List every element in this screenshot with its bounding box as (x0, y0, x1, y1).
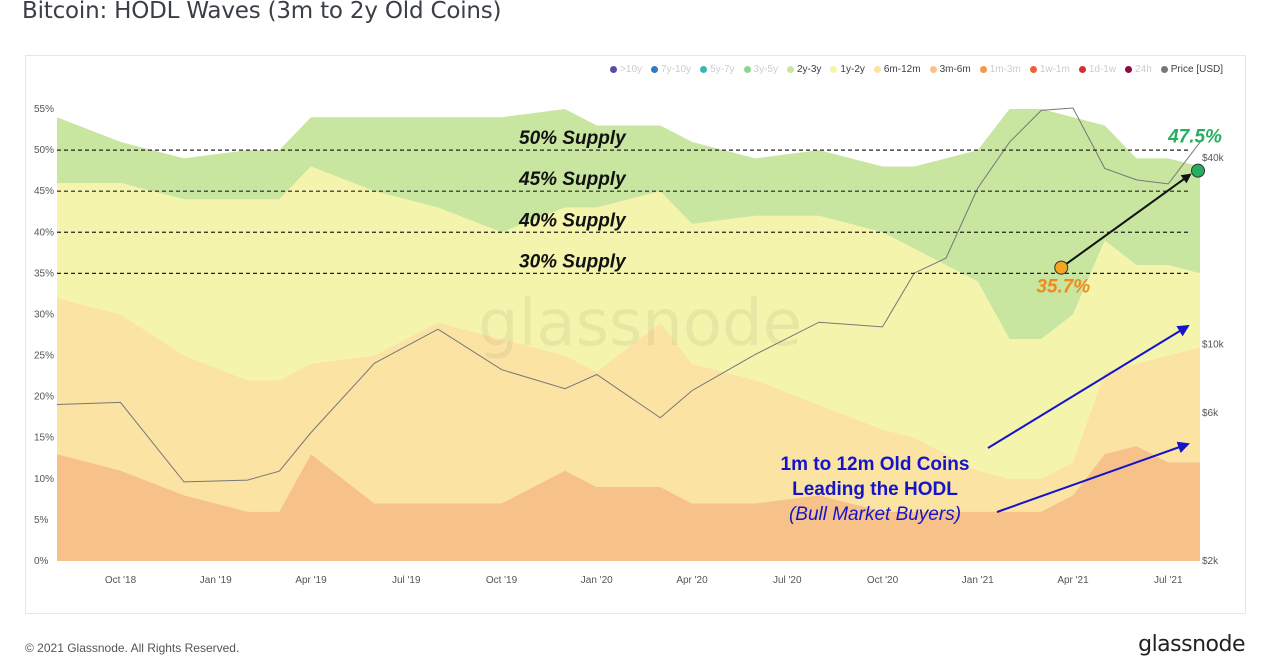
callout-label-start: 35.7% (1036, 277, 1090, 298)
legend-item-1y-2y[interactable]: 1y-2y (830, 64, 865, 75)
legend-label: 24h (1135, 64, 1152, 75)
area-band-1y-2y (57, 166, 1200, 479)
legend-dot-icon (1029, 66, 1037, 73)
x-tick-label: Apr '19 (295, 575, 327, 586)
x-tick-label: Jan '19 (200, 575, 232, 586)
brand-logo: glassnode (1138, 632, 1245, 657)
legend-item-7y-10y[interactable]: 7y-10y (651, 64, 691, 75)
legend-dot-icon (743, 66, 751, 73)
area-band-2y-3y (57, 109, 1200, 340)
y-tick-label: 25% (34, 351, 54, 362)
x-tick-label: Jul '20 (773, 575, 802, 586)
legend-label: 5y-7y (710, 64, 735, 75)
legend: >10y 7y-10y 5y-7y 3y-5y 2y-3y 1y-2y 6m-12m 3m-6… (610, 64, 1223, 75)
commentary-line3: (Bull Market Buyers) (789, 504, 961, 525)
y2-tick-label: $10k (1202, 339, 1225, 350)
legend-item-3y-5y[interactable]: 3y-5y (743, 64, 778, 75)
legend-item-5y-7y[interactable]: 5y-7y (700, 64, 735, 75)
y-tick-label: 5% (34, 515, 49, 526)
legend-dot-icon (786, 66, 794, 73)
legend-item-1w-1m[interactable]: 1w-1m (1029, 64, 1070, 75)
supply-label: 45% Supply (518, 169, 627, 190)
commentary-arrow-lower (996, 441, 1190, 513)
legend-label: Price [USD] (1170, 64, 1223, 75)
x-tick-label: Jan '20 (581, 575, 613, 586)
legend-dot-icon (1125, 66, 1133, 73)
legend-item-price-usd[interactable]: Price [USD] (1160, 64, 1223, 75)
legend-dot-icon (1078, 66, 1086, 73)
x-tick-label: Jan '21 (962, 575, 994, 586)
supply-label: 30% Supply (519, 251, 627, 272)
legend-label: 1y-2y (840, 64, 865, 75)
commentary-line1: 1m to 12m Old Coins (781, 454, 970, 475)
y-tick-label: 30% (34, 309, 54, 320)
legend-label: 7y-10y (661, 64, 692, 75)
watermark: glassnode (478, 287, 802, 361)
legend-dot-icon (979, 66, 987, 73)
legend-label: 1m-3m (989, 64, 1021, 75)
legend-item-2y-3y[interactable]: 2y-3y (786, 64, 822, 75)
x-tick-label: Jul '19 (392, 575, 421, 586)
legend-item-10y[interactable]: >10y (610, 64, 642, 75)
x-tick-label: Oct '19 (486, 575, 518, 586)
legend-dot-icon (830, 66, 838, 73)
legend-label: 3y-5y (753, 64, 778, 75)
y-tick-label: 50% (34, 145, 54, 156)
legend-item-6m-12m[interactable]: 6m-12m (873, 64, 921, 75)
supply-label: 40% Supply (518, 210, 627, 231)
y-tick-label: 0% (34, 556, 49, 567)
legend-item-24h[interactable]: 24h (1125, 64, 1152, 75)
trend-arrow (1060, 173, 1192, 269)
y2-tick-label: $2k (1202, 556, 1219, 567)
y-tick-label: 35% (34, 268, 54, 279)
legend-dot-icon (651, 66, 659, 73)
x-tick-label: Oct '20 (867, 575, 899, 586)
y2-tick-label: $6k (1202, 408, 1219, 419)
legend-dot-icon (700, 66, 708, 73)
supply-label: 50% Supply (519, 128, 627, 149)
area-band-3m-6m (57, 445, 1200, 561)
y2-tick-label: $40k (1202, 153, 1225, 164)
y-tick-label: 45% (34, 186, 54, 197)
legend-label: 3m-6m (939, 64, 971, 75)
y-tick-label: 55% (34, 104, 54, 115)
legend-label: 6m-12m (883, 64, 921, 75)
legend-item-1m-3m[interactable]: 1m-3m (979, 64, 1021, 75)
y-tick-label: 20% (34, 392, 54, 403)
legend-label: >10y (620, 64, 643, 75)
commentary-line2: Leading the HODL (792, 479, 958, 500)
legend-dot-icon (929, 66, 937, 73)
y-tick-label: 15% (34, 433, 54, 444)
copyright: © 2021 Glassnode. All Rights Reserved. (25, 641, 240, 655)
x-tick-label: Apr '21 (1057, 575, 1089, 586)
price-line (56, 107, 1201, 483)
legend-label: 1d-1w (1088, 64, 1117, 75)
legend-label: 1w-1m (1039, 64, 1070, 75)
callout-marker-start (1054, 260, 1069, 275)
x-tick-label: Oct '18 (105, 575, 137, 586)
callout-label-end: 47.5% (1167, 127, 1222, 148)
y-tick-label: 40% (34, 227, 54, 238)
legend-dot-icon (610, 66, 618, 73)
legend-item-3m-6m[interactable]: 3m-6m (929, 64, 971, 75)
y-tick-label: 10% (34, 474, 54, 485)
commentary-arrow-upper (987, 324, 1190, 449)
area-band-6m-12m (57, 298, 1200, 512)
callout-marker-end (1191, 163, 1205, 178)
legend-label: 2y-3y (796, 64, 822, 75)
legend-dot-icon (1160, 66, 1168, 73)
legend-dot-icon (873, 66, 881, 73)
x-tick-label: Jul '21 (1154, 575, 1183, 586)
x-tick-label: Apr '20 (676, 575, 708, 586)
page-title: Bitcoin: HODL Waves (3m to 2y Old Coins) (22, 0, 502, 24)
legend-item-1d-1w[interactable]: 1d-1w (1078, 64, 1117, 75)
